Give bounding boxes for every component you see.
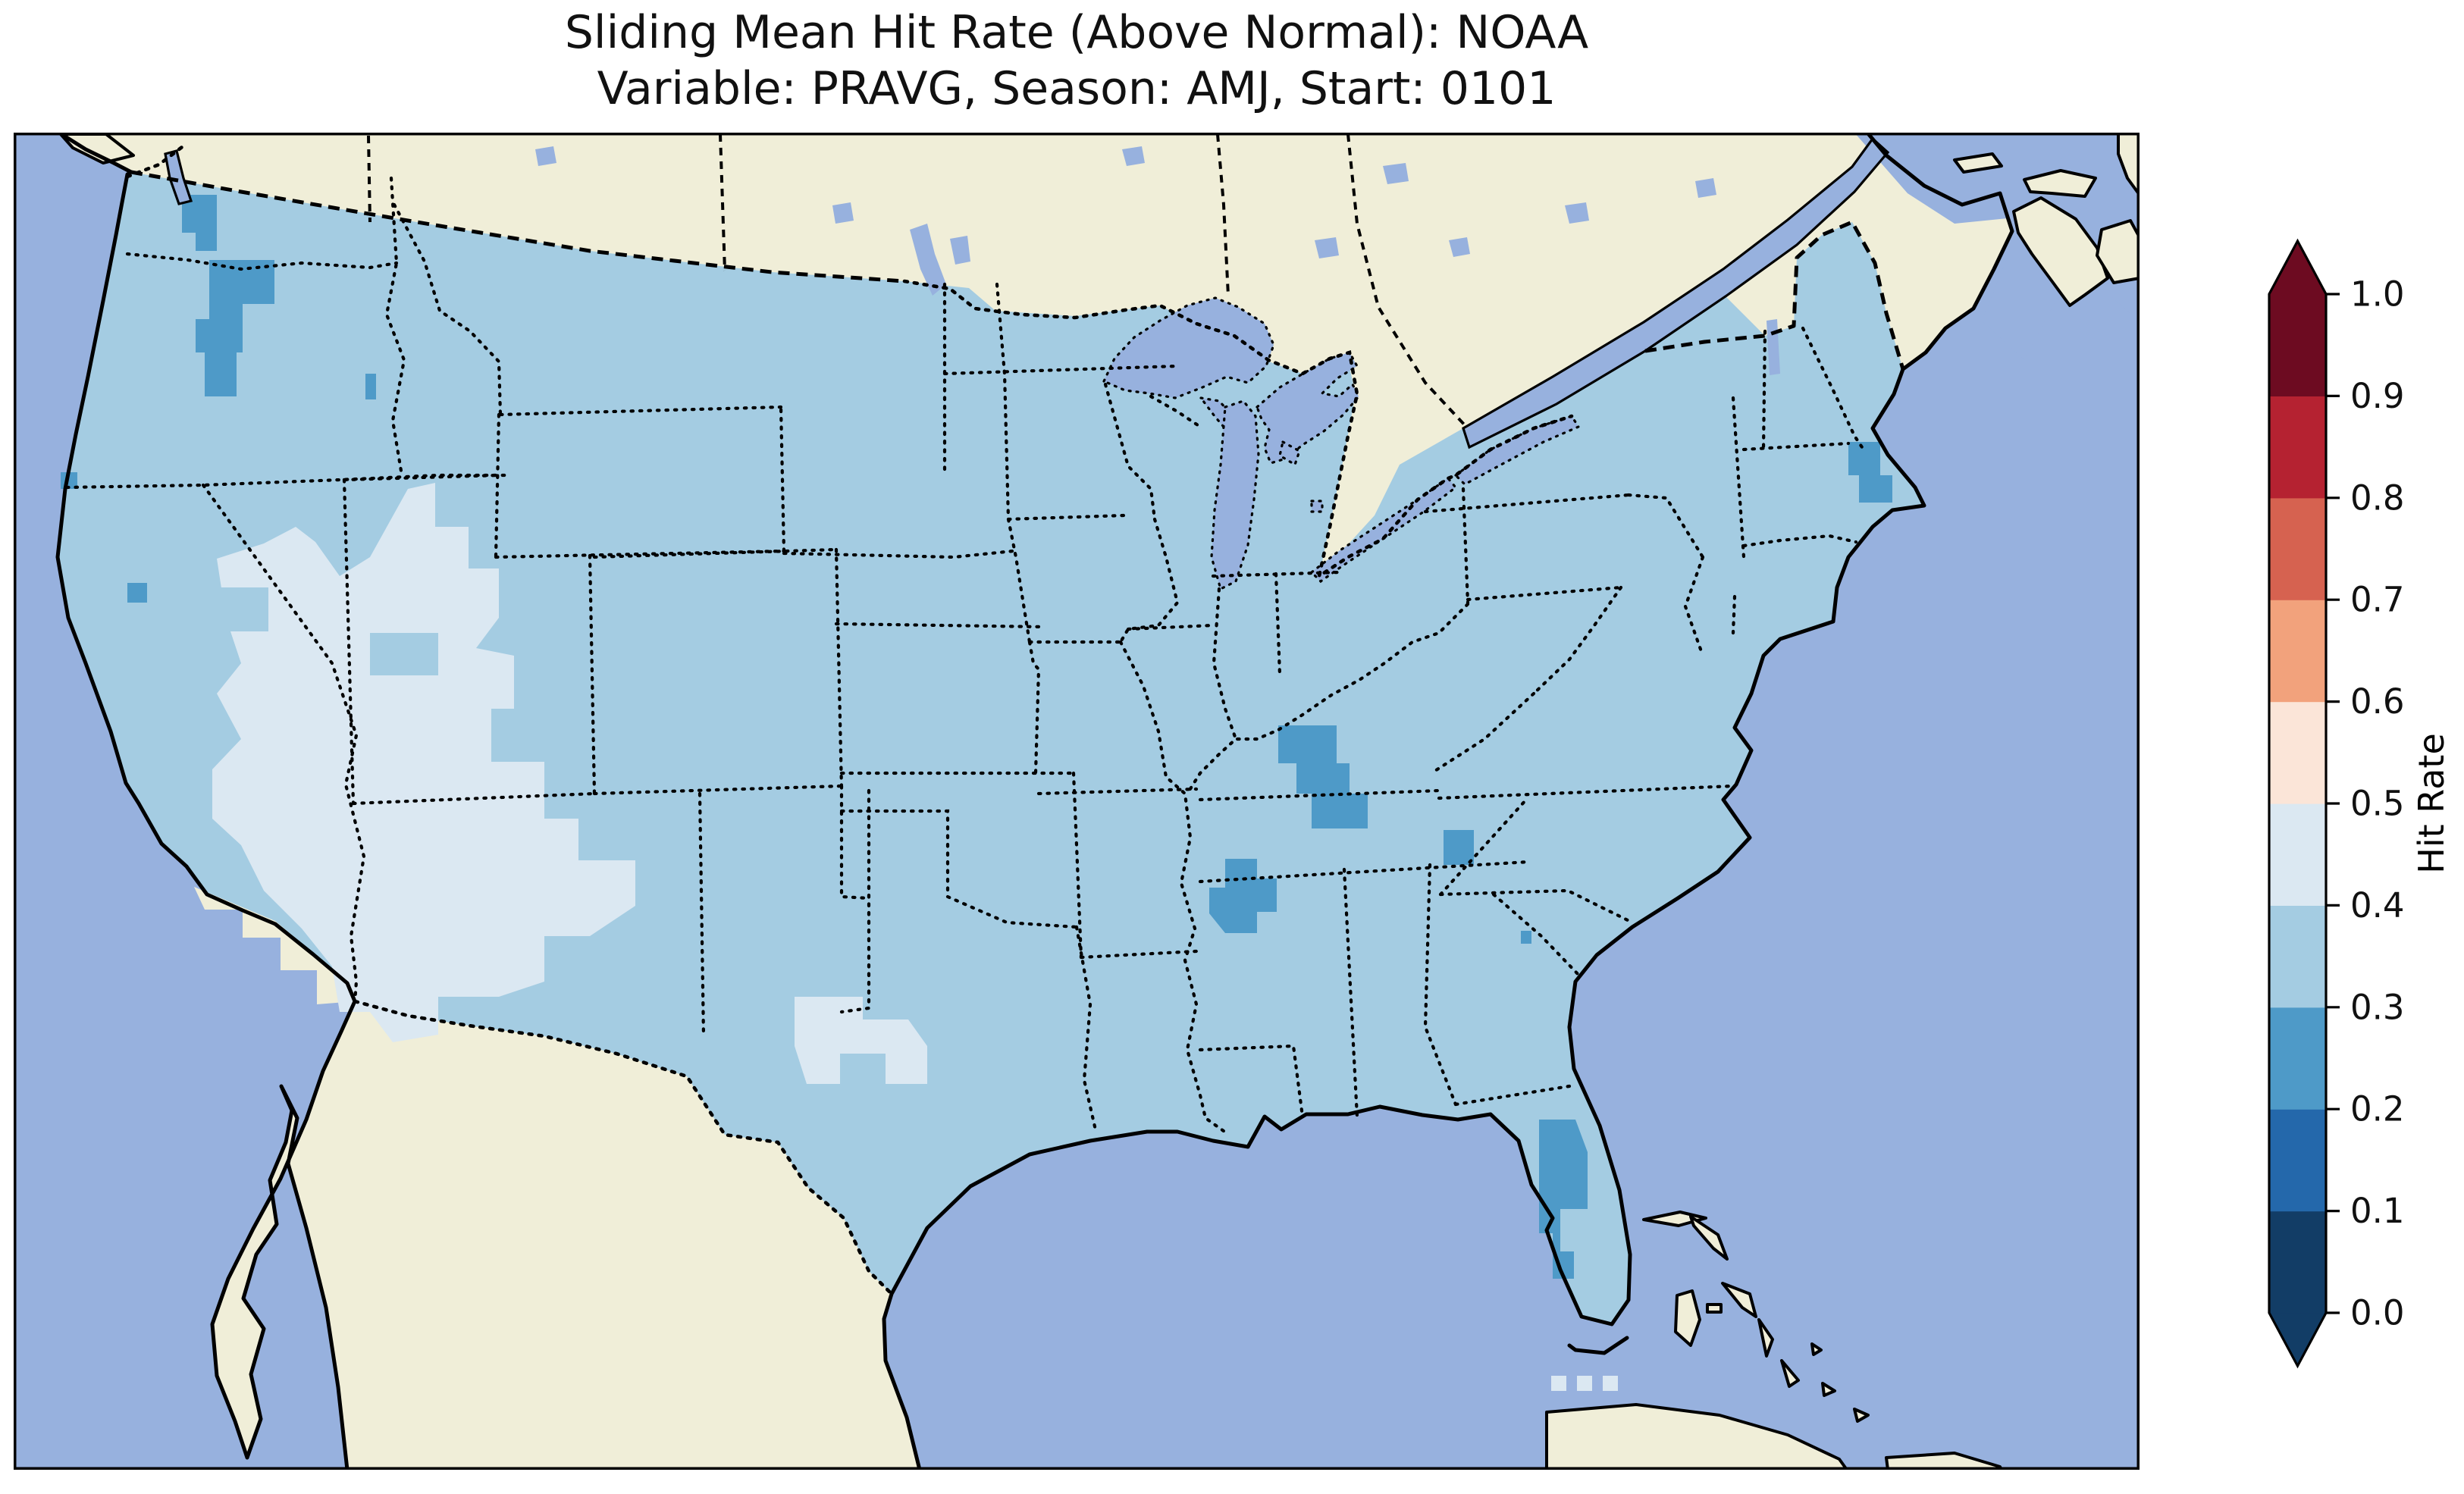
us-canada-border-lakes	[902, 279, 1574, 581]
state-borders	[64, 176, 1866, 1135]
colorbar-tick-label: 1.0	[2350, 274, 2405, 315]
colorbar-tick-label: 0.9	[2350, 376, 2405, 416]
colorbar-bin-0.3-0.4	[2269, 905, 2326, 1008]
colorbar-tick-label: 0.8	[2350, 478, 2405, 518]
colorbar-tick-label: 0.1	[2350, 1191, 2405, 1231]
us-hit-rate-region	[58, 172, 1924, 1324]
dark-patch-illinois-kentucky	[1278, 725, 1368, 828]
main-bin-island-nevada	[220, 587, 268, 631]
us-map	[14, 133, 2140, 1470]
dark-patch-washington-north	[182, 195, 217, 251]
colorbar-bin-0.5-0.6	[2269, 701, 2326, 804]
eleuthera	[1721, 1282, 1757, 1318]
bahama-speck-3	[1810, 1342, 1823, 1356]
dark-pixel-idaho	[365, 374, 376, 399]
long-island-bahamas	[1780, 1359, 1800, 1388]
dark-patch-florida	[1539, 1120, 1588, 1279]
prince-edward-island	[2023, 169, 2097, 198]
colorbar-bin-0.1-0.2	[2269, 1109, 2326, 1212]
figure-title-line1: Sliding Mean Hit Rate (Above Normal): NO…	[564, 6, 1589, 59]
map-frame	[14, 133, 2140, 1470]
canada-lakes	[535, 146, 1716, 296]
dark-patches	[61, 195, 1892, 1279]
dark-patch-massachusetts	[1848, 442, 1892, 503]
figure-title: Sliding Mean Hit Rate (Above Normal): NO…	[14, 5, 2140, 117]
colorbar-arrow-over	[2269, 241, 2326, 294]
pale-region-texas	[795, 997, 927, 1084]
abaco	[1689, 1215, 1729, 1261]
bay-of-fundy	[1982, 234, 2061, 360]
us-canada-border-west	[130, 170, 905, 283]
colorbar-tick-label: 0.6	[2350, 681, 2405, 722]
anticosti-island	[1953, 152, 2003, 174]
lake-michigan	[1210, 399, 1260, 591]
islands	[59, 133, 2140, 1470]
juan-de-fuca-border	[125, 143, 187, 179]
cat-island	[1757, 1318, 1774, 1358]
saginaw-bay	[1278, 440, 1301, 467]
province-borders	[367, 133, 1468, 428]
colorbar-axis-label: Hit Rate	[2411, 733, 2452, 874]
colorbar-bin-0.7-0.8	[2269, 497, 2326, 600]
colorbar-arrow-under	[2269, 1313, 2326, 1366]
new-providence	[1706, 1303, 1723, 1314]
pale-regions	[212, 483, 1618, 1391]
lake-st-clair	[1310, 500, 1324, 513]
colorbar-bin-0.4-0.5	[2269, 803, 2326, 906]
lake-ontario	[1453, 415, 1581, 486]
colorbar-tick-label: 0.4	[2350, 885, 2405, 926]
cape-breton-island	[2096, 219, 2140, 284]
newfoundland-corner	[2117, 133, 2140, 196]
colorbar-tick-label: 0.2	[2350, 1089, 2405, 1129]
main-bin-island-utah	[370, 633, 438, 675]
bahama-speck-1	[1821, 1382, 1836, 1397]
colorbar: 0.0 0.1 0.2 0.3 0.4 0.5 0.6 0.7 0.8 0.9 1.0	[2268, 238, 2405, 1369]
dark-patch-washington-south	[196, 260, 274, 352]
colorbar-bin-0.0-0.1	[2269, 1211, 2326, 1314]
colorbar-bin-0.2-0.3	[2269, 1007, 2326, 1110]
dark-pixel-south-carolina	[1521, 931, 1531, 944]
dark-patch-tennessee-nc	[1444, 830, 1474, 865]
figure-title-line2: Variable: PRAVG, Season: AMJ, Start: 010…	[597, 62, 1556, 115]
andros	[1674, 1289, 1701, 1347]
pale-pixel-keys-2	[1577, 1376, 1592, 1391]
colorbar-tick-label: 0.3	[2350, 987, 2405, 1027]
colorbar-tick-label: 0.7	[2350, 580, 2405, 620]
gulf-atlantic-coastline	[882, 133, 2014, 1470]
st-lawrence-river	[1462, 136, 1890, 449]
colorbar-bin-0.8-0.9	[2269, 396, 2326, 499]
dark-patch-arkansas	[1209, 859, 1277, 933]
bahama-speck-2	[1853, 1408, 1870, 1423]
dark-pixel-california-nevada	[127, 583, 147, 603]
pacific-coastline	[55, 133, 357, 1470]
florida-keys	[1567, 1336, 1629, 1355]
colorbar-bin-0.6-0.7	[2269, 600, 2326, 703]
pale-pixel-keys-1	[1551, 1376, 1566, 1391]
dark-patch-oregon	[205, 352, 237, 396]
pale-pixel-keys-3	[1603, 1376, 1618, 1391]
colorbar-bin-0.9-1.0	[2269, 294, 2326, 396]
nova-scotia	[2012, 196, 2109, 307]
colorbar-tick-label: 0.5	[2350, 784, 2405, 824]
cuba	[1545, 1403, 1848, 1470]
pale-region-great-basin	[212, 483, 635, 1042]
us-mexico-border	[353, 999, 894, 1296]
lake-superior	[1102, 296, 1275, 399]
colorbar-tick-label: 0.0	[2350, 1293, 2405, 1333]
